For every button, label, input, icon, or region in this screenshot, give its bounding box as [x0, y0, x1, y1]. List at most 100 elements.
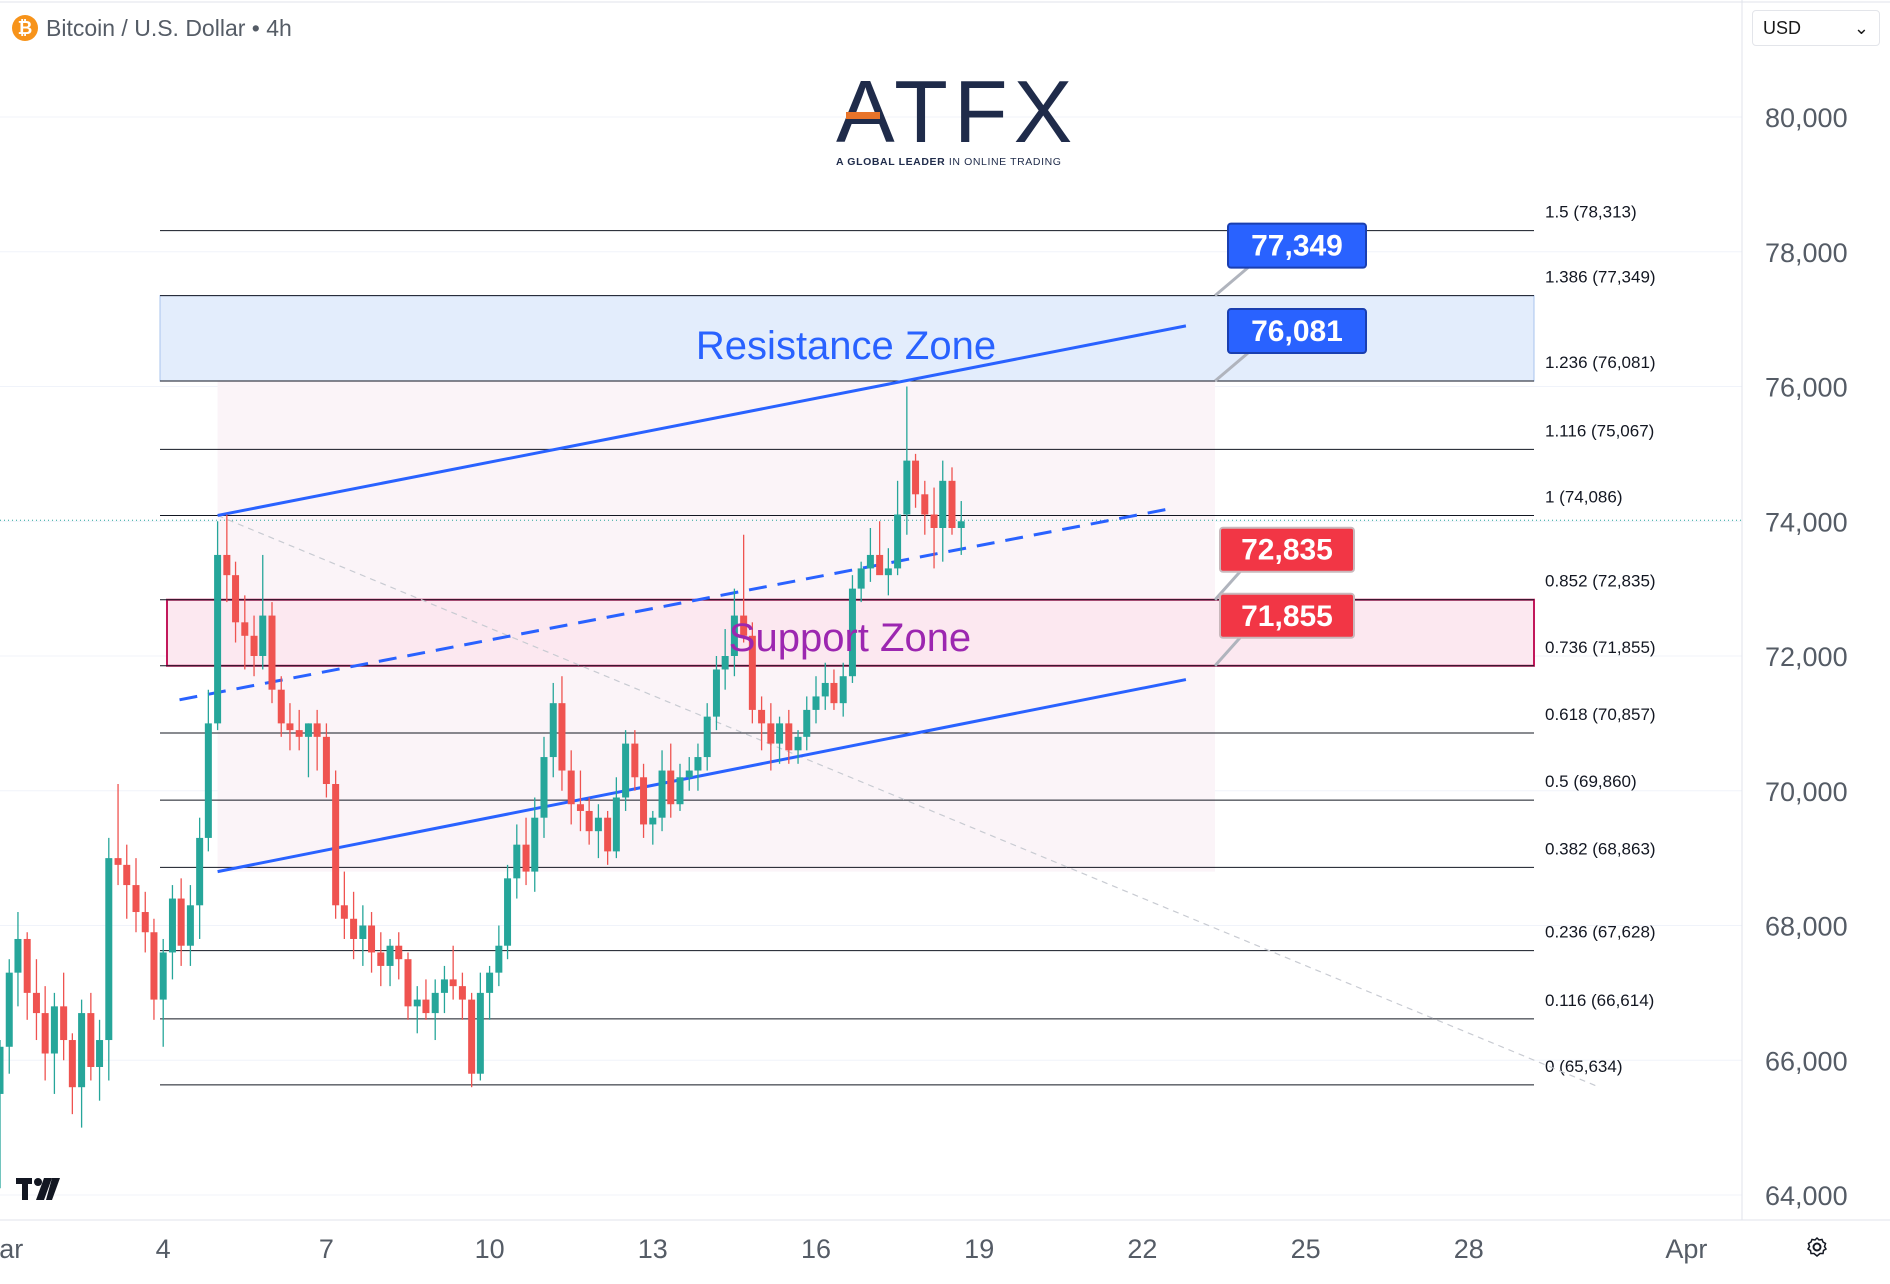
candle[interactable]	[14, 912, 22, 1007]
candle[interactable]	[78, 999, 86, 1128]
candle[interactable]	[876, 521, 884, 576]
candle[interactable]	[504, 864, 512, 960]
candle[interactable]	[449, 945, 457, 1000]
candle[interactable]	[132, 858, 140, 933]
price-label-box-1[interactable]	[1227, 308, 1367, 355]
candle[interactable]	[395, 932, 403, 980]
candle[interactable]	[150, 918, 158, 1020]
candle[interactable]	[794, 730, 802, 764]
candle[interactable]	[703, 703, 711, 771]
candle[interactable]	[204, 689, 212, 852]
price-label-box-0[interactable]	[1227, 222, 1367, 269]
candle[interactable]	[431, 979, 439, 1041]
candle[interactable]	[250, 615, 258, 677]
candle[interactable]	[558, 676, 566, 791]
candle[interactable]	[939, 460, 947, 562]
settings-icon[interactable]	[1806, 1236, 1828, 1264]
candle[interactable]	[948, 467, 956, 535]
candle[interactable]	[903, 386, 911, 535]
candle[interactable]	[549, 682, 557, 778]
symbol-header[interactable]: ₿ Bitcoin / U.S. Dollar • 4h	[12, 12, 292, 44]
candle[interactable]	[96, 1019, 104, 1101]
candle[interactable]	[232, 561, 240, 643]
channel-upper-line[interactable]	[217, 324, 1187, 517]
candle[interactable]	[440, 965, 448, 1014]
candle[interactable]	[32, 959, 40, 1041]
candle[interactable]	[476, 972, 484, 1081]
candle[interactable]	[730, 588, 738, 677]
candle[interactable]	[386, 938, 394, 987]
candle[interactable]	[177, 878, 185, 966]
price-label-box-2[interactable]	[1219, 526, 1355, 573]
candle[interactable]	[60, 972, 68, 1061]
currency-select[interactable]: USD ⌄	[1752, 10, 1880, 46]
candle[interactable]	[522, 817, 530, 886]
candle[interactable]	[295, 709, 303, 751]
candle[interactable]	[748, 622, 756, 724]
candle[interactable]	[930, 487, 938, 569]
candle[interactable]	[495, 925, 503, 987]
candle[interactable]	[866, 527, 874, 582]
candle[interactable]	[640, 763, 648, 838]
price-label-box-3[interactable]	[1219, 592, 1355, 639]
candle[interactable]	[667, 743, 675, 818]
candle[interactable]	[658, 750, 666, 832]
candle[interactable]	[50, 992, 58, 1094]
candle[interactable]	[114, 784, 122, 886]
candle[interactable]	[458, 972, 466, 1020]
candle[interactable]	[712, 656, 720, 731]
candle[interactable]	[767, 703, 775, 771]
candle[interactable]	[313, 709, 321, 771]
candle[interactable]	[468, 992, 476, 1088]
candle[interactable]	[830, 669, 838, 710]
candle[interactable]	[422, 979, 430, 1020]
candle[interactable]	[241, 595, 249, 670]
candle[interactable]	[894, 480, 902, 576]
candle[interactable]	[268, 602, 276, 704]
candle[interactable]	[848, 575, 856, 683]
candle[interactable]	[649, 810, 657, 845]
candle[interactable]	[812, 676, 820, 724]
candle[interactable]	[540, 736, 548, 838]
candle[interactable]	[68, 1033, 76, 1115]
candle[interactable]	[821, 662, 829, 710]
candle[interactable]	[23, 932, 31, 1020]
candle[interactable]	[785, 709, 793, 764]
candle[interactable]	[957, 501, 965, 555]
candle[interactable]	[340, 871, 348, 939]
candle[interactable]	[685, 757, 693, 791]
candle[interactable]	[350, 891, 358, 960]
candle[interactable]	[604, 810, 612, 865]
candle[interactable]	[857, 561, 865, 603]
candle[interactable]	[921, 480, 929, 535]
candle[interactable]	[377, 932, 385, 987]
candle[interactable]	[259, 554, 267, 670]
candle[interactable]	[631, 730, 639, 791]
candle[interactable]	[585, 797, 593, 845]
candle[interactable]	[214, 521, 222, 731]
candle[interactable]	[404, 952, 412, 1020]
candle[interactable]	[196, 817, 204, 939]
candle[interactable]	[676, 763, 684, 811]
candle[interactable]	[141, 891, 149, 953]
candle[interactable]	[0, 1040, 4, 1189]
channel-middle-dashed-line[interactable]	[179, 506, 1176, 702]
candle[interactable]	[594, 804, 602, 859]
candle[interactable]	[159, 938, 167, 1047]
channel-lower-line[interactable]	[217, 678, 1187, 874]
tradingview-logo-icon[interactable]	[16, 1172, 62, 1211]
candle[interactable]	[803, 696, 811, 751]
candle[interactable]	[41, 986, 49, 1081]
candle[interactable]	[322, 723, 330, 798]
candle[interactable]	[721, 629, 729, 690]
candle[interactable]	[839, 662, 847, 717]
candle[interactable]	[87, 992, 95, 1081]
candle[interactable]	[105, 837, 113, 1081]
candle[interactable]	[758, 696, 766, 751]
candle[interactable]	[5, 959, 13, 1074]
candle[interactable]	[413, 986, 421, 1034]
candle[interactable]	[486, 965, 494, 1020]
candle[interactable]	[884, 548, 892, 596]
candle[interactable]	[740, 534, 748, 643]
